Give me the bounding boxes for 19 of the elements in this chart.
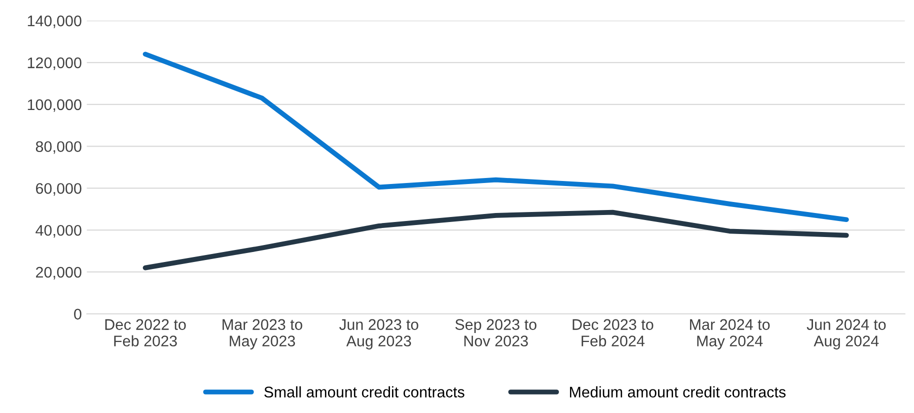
x-tick-label: Sep 2023 to Nov 2023 (455, 319, 536, 346)
x-tick-label: Mar 2024 to May 2024 (690, 319, 770, 350)
y-tick-label: 40,000 (36, 224, 82, 238)
y-tick-label: 140,000 (28, 16, 82, 28)
x-tick-label: Jun 2023 to Aug 2023 (339, 319, 418, 350)
y-tick-label: 0 (74, 308, 82, 320)
y-tick-label: 20,000 (36, 266, 82, 280)
y-tick-label: 100,000 (28, 99, 82, 112)
x-tick-label: Dec 2022 to Feb 2023 (105, 319, 186, 346)
line-series (142, 210, 849, 270)
x-tick-label: Jun 2024 to Aug 2024 (806, 319, 886, 350)
x-tick-label: Dec 2023 to Feb 2024 (572, 319, 654, 346)
line-series (142, 52, 849, 222)
legend-label: Small amount credit contracts (264, 386, 464, 398)
legend-label: Medium amount credit contracts (570, 386, 786, 398)
y-tick-label: 80,000 (36, 141, 82, 154)
y-tick-label: 60,000 (36, 183, 82, 196)
y-tick-label: 120,000 (28, 57, 82, 70)
x-tick-label: Mar 2023 to May 2023 (222, 319, 302, 350)
